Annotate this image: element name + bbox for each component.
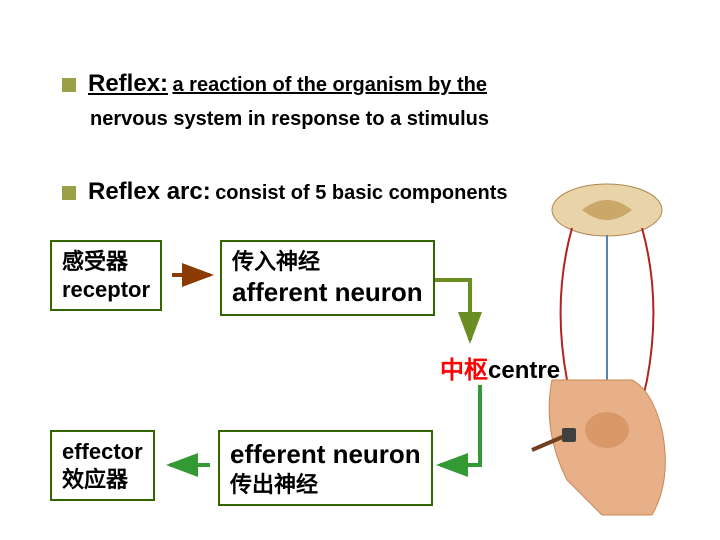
square-bullet-icon [62, 78, 76, 92]
reflex-def-line1: a reaction of the organism by the [172, 74, 487, 96]
box-receptor: 感受器 receptor [50, 240, 162, 311]
receptor-en: receptor [62, 276, 150, 304]
efferent-en: efferent neuron [230, 438, 421, 471]
reflex-arc-term: Reflex arc: [88, 178, 211, 205]
reflex-arc-text-block: Reflex arc: consist of 5 basic component… [88, 178, 507, 206]
effector-en: effector [62, 438, 143, 466]
afferent-zh: 传入神经 [232, 248, 423, 276]
centre-zh: 中枢 [440, 357, 488, 384]
reflex-term: Reflex: [88, 70, 168, 97]
reflex-def-line2: nervous system in response to a stimulus [90, 108, 489, 131]
box-afferent: 传入神经 afferent neuron [220, 240, 435, 316]
effector-zh: 效应器 [62, 466, 143, 494]
afferent-en: afferent neuron [232, 276, 423, 309]
bullet-reflex: Reflex: a reaction of the organism by th… [62, 70, 662, 131]
reflex-arc-illustration [512, 180, 702, 520]
receptor-zh: 感受器 [62, 248, 150, 276]
reflex-arc-def: consist of 5 basic components [215, 182, 507, 204]
box-efferent: efferent neuron 传出神经 [218, 430, 433, 506]
efferent-zh: 传出神经 [230, 471, 421, 499]
box-effector: effector 效应器 [50, 430, 155, 501]
reflex-text-block: Reflex: a reaction of the organism by th… [88, 70, 489, 131]
square-bullet-icon [62, 186, 76, 200]
arrow-centre-efferent [440, 385, 480, 465]
arrow-afferent-centre [435, 280, 470, 340]
